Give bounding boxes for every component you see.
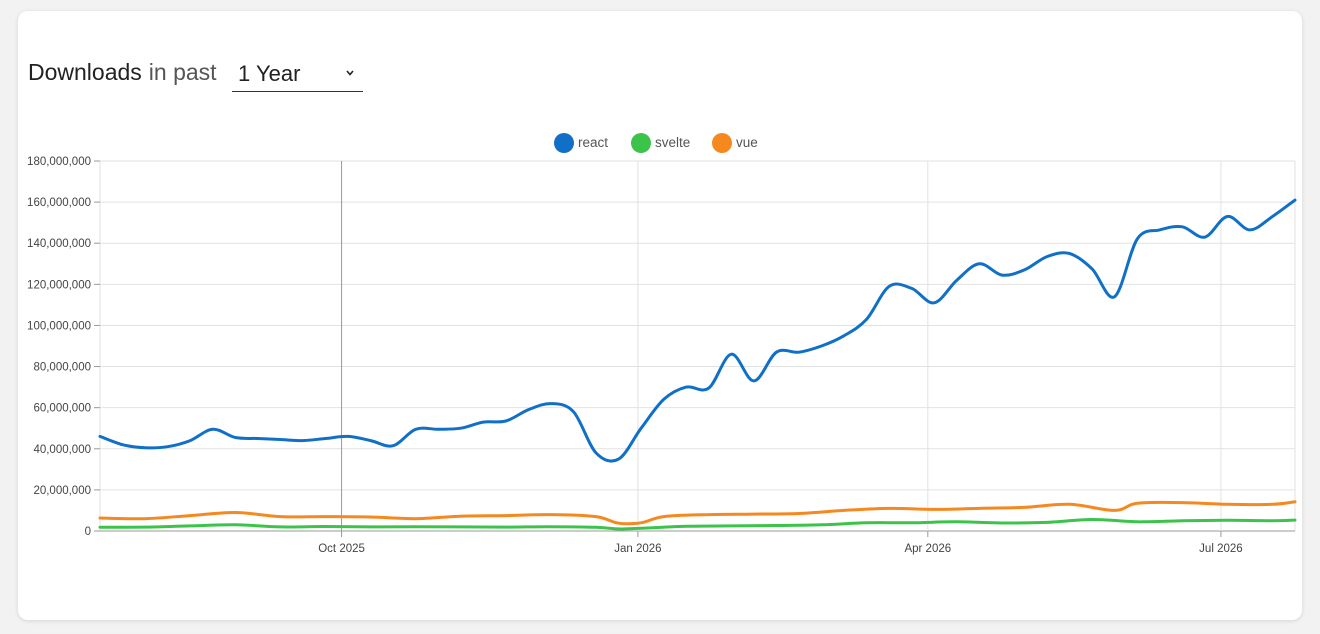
legend-swatch bbox=[554, 133, 574, 153]
y-tick-label: 120,000,000 bbox=[27, 279, 91, 291]
x-tick-label: Jul 2026 bbox=[1199, 543, 1242, 555]
y-tick-label: 140,000,000 bbox=[27, 238, 91, 250]
y-tick-label: 80,000,000 bbox=[33, 362, 91, 374]
heading-subtitle: in past bbox=[148, 59, 217, 85]
plot-area-frame bbox=[99, 160, 1296, 532]
y-tick-label: 40,000,000 bbox=[33, 444, 91, 456]
series-line-react bbox=[98, 198, 1297, 463]
legend-item-react[interactable]: react bbox=[554, 133, 608, 153]
y-tick-label: 100,000,000 bbox=[27, 320, 91, 332]
legend-label: react bbox=[578, 135, 608, 150]
x-tick-label: Apr 2026 bbox=[904, 543, 951, 555]
heading-title: Downloads bbox=[28, 59, 142, 85]
y-tick-label: 160,000,000 bbox=[27, 197, 91, 209]
y-tick-label: 60,000,000 bbox=[33, 403, 91, 415]
legend-swatch bbox=[631, 133, 651, 153]
period-select[interactable]: 1 Year bbox=[232, 59, 363, 92]
series-line-vue bbox=[98, 500, 1297, 526]
legend-label: vue bbox=[736, 135, 758, 150]
legend-item-svelte[interactable]: svelte bbox=[631, 133, 690, 153]
chart-heading: Downloads in past bbox=[28, 59, 217, 86]
y-tick-label: 20,000,000 bbox=[33, 485, 91, 497]
legend-swatch bbox=[712, 133, 732, 153]
chevron-down-icon bbox=[346, 70, 354, 76]
x-tick-label: Jan 2026 bbox=[614, 543, 661, 555]
y-tick-label: 0 bbox=[85, 526, 91, 538]
y-tick-label: 180,000,000 bbox=[27, 156, 91, 168]
x-tick-label: Oct 2025 bbox=[318, 543, 365, 555]
period-select-value: 1 Year bbox=[238, 61, 301, 86]
legend-label: svelte bbox=[655, 135, 690, 150]
series-line-svelte bbox=[98, 517, 1297, 531]
legend-item-vue[interactable]: vue bbox=[712, 133, 758, 153]
